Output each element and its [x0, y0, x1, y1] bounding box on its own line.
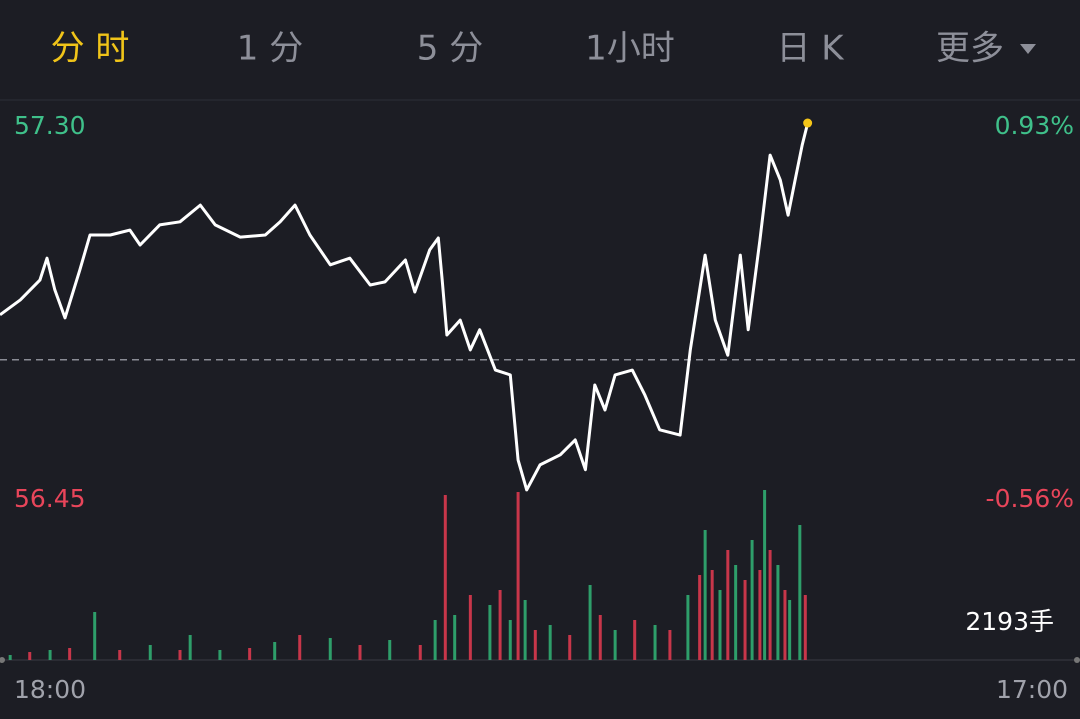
volume-bar — [28, 652, 32, 660]
y-tick-label: 56.45 — [14, 484, 86, 513]
volume-bar — [798, 524, 802, 660]
volume-bar — [783, 590, 787, 660]
volume-bar — [568, 634, 572, 660]
tab[interactable]: 5 分 — [417, 29, 483, 69]
dropdown-arrow[interactable] — [1020, 44, 1036, 54]
price-line — [0, 122, 810, 492]
volume-bar — [358, 644, 362, 660]
volume-bar — [718, 590, 722, 660]
volume-bar — [388, 640, 392, 660]
volume-bar — [750, 540, 754, 660]
volume-bar — [533, 630, 537, 660]
volume-bar — [188, 634, 192, 660]
volume-bar — [328, 637, 332, 660]
volume-bar — [8, 654, 12, 660]
volume-bar — [768, 550, 772, 660]
volume-bar — [743, 580, 747, 660]
volume-bar — [763, 490, 767, 660]
edge-dot — [1074, 657, 1080, 663]
x-tick-label: 17:00 — [996, 675, 1068, 704]
volume-bar — [633, 620, 637, 660]
volume-bar — [710, 570, 714, 660]
volume-bar — [803, 594, 807, 660]
volume-bar — [613, 630, 617, 660]
volume-bar — [93, 612, 97, 660]
tab[interactable]: 1小时 — [585, 29, 675, 69]
volume-bar — [726, 550, 730, 660]
volume-bar — [273, 642, 277, 660]
volume-bar — [516, 492, 520, 660]
last-price-dot — [803, 118, 813, 128]
y2-tick-label: 0.93% — [995, 111, 1074, 140]
volume-bar — [298, 634, 302, 660]
volume-bar — [668, 630, 672, 660]
volume-bar — [548, 624, 552, 660]
volume-bar — [118, 650, 122, 660]
volume-bar — [68, 647, 72, 660]
volume-bar — [758, 570, 762, 660]
volume-bar — [178, 650, 182, 660]
volume-bar — [734, 564, 738, 660]
volume-bar — [498, 590, 502, 660]
volume-bar — [523, 600, 527, 660]
volume-bar — [418, 644, 422, 660]
volume-bar — [653, 624, 657, 660]
tab[interactable]: 日 K — [776, 29, 845, 69]
tab[interactable]: 分 时 — [51, 29, 130, 69]
volume-bar — [148, 644, 152, 660]
tab-bar: 分 时 1 分 5 分 1小时 日 K 更多 — [51, 29, 1036, 69]
volume-bar — [698, 574, 702, 660]
volume-bar — [468, 594, 472, 660]
x-tick-label: 18:00 — [14, 675, 86, 704]
volume-bar — [453, 614, 457, 660]
volume-bar — [598, 614, 602, 660]
volume-bar — [248, 647, 252, 660]
volume-bar — [508, 620, 512, 660]
volume-bar — [776, 564, 780, 660]
volume-bar — [588, 584, 592, 660]
y2-tick-label: -0.56% — [986, 484, 1074, 513]
tab[interactable]: 更多 — [936, 29, 1004, 69]
volume-bar — [488, 604, 492, 660]
y-tick-label: 57.30 — [14, 111, 86, 140]
volume-bar — [433, 620, 437, 660]
edge-dot — [0, 657, 5, 663]
volume-bar — [48, 650, 52, 660]
volume-bar — [703, 530, 707, 660]
volume-bar — [443, 494, 447, 660]
volume-bar — [218, 650, 222, 660]
volume-bar — [686, 594, 690, 660]
tab[interactable]: 1 分 — [237, 29, 303, 69]
volume-bar — [788, 600, 792, 660]
volume-tick-label: 2193手 — [965, 607, 1054, 636]
